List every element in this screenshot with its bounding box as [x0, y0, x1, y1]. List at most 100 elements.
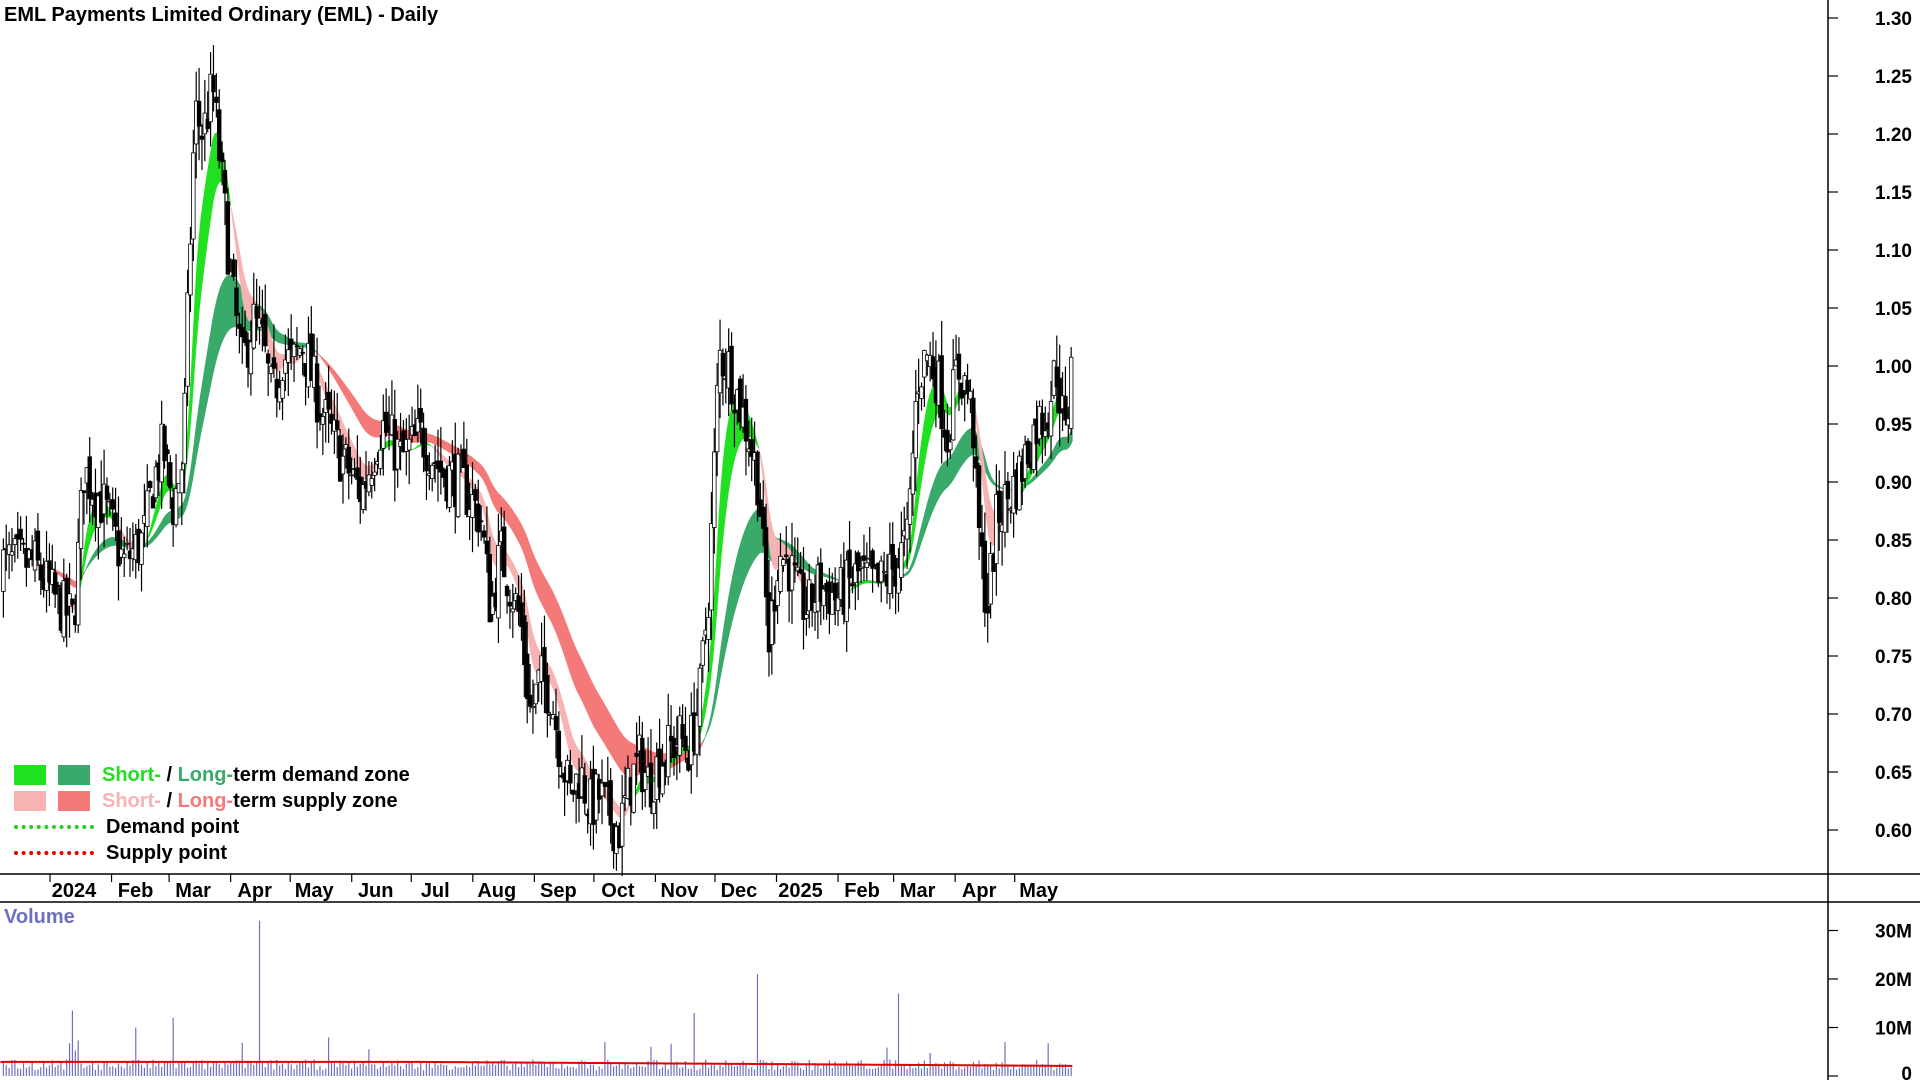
candle-body [217, 109, 222, 161]
price-tick-label: 1.10 [1875, 241, 1912, 262]
candle-body [265, 353, 271, 364]
candle-body [683, 735, 688, 751]
candle-body [781, 559, 786, 566]
candle-body [320, 416, 326, 425]
candle-body [280, 380, 285, 399]
candle-body [919, 386, 924, 399]
candle-body [21, 542, 26, 545]
candle-body [870, 550, 875, 569]
candle-body [775, 580, 780, 606]
candle-body [237, 323, 242, 329]
candle-body [191, 152, 196, 240]
candle-body [913, 400, 918, 459]
candle-body [737, 378, 743, 423]
candle-body [818, 562, 823, 602]
candle-body [907, 488, 913, 525]
legend-demand-suffix: term demand zone [233, 763, 410, 786]
candle-body [188, 243, 193, 296]
time-tick-label: May [295, 880, 335, 902]
candle-body [473, 489, 478, 501]
candle-body [461, 448, 467, 468]
candle-body [504, 585, 510, 597]
long-supply-swatch [58, 791, 90, 811]
candle-body [945, 429, 950, 453]
volume-tick-label: 30M [1875, 922, 1912, 943]
time-tick-label: Feb [118, 880, 154, 902]
candle-body [545, 674, 550, 714]
candle-body [484, 540, 490, 555]
candle-body [994, 494, 999, 564]
candle-body [749, 439, 754, 457]
candle-body [430, 464, 435, 480]
price-tick-label: 0.80 [1875, 589, 1912, 610]
chart-title: EML Payments Limited Ordinary (EML) - Da… [4, 4, 439, 26]
candle-body [173, 488, 179, 526]
candle-body [165, 449, 170, 455]
candle-body [234, 287, 239, 316]
candle-body [150, 496, 156, 509]
candle-body [291, 343, 297, 358]
candle-body [248, 341, 254, 375]
candle-body [263, 313, 268, 347]
candle-body [470, 494, 475, 518]
candle-body [979, 532, 985, 547]
price-tick-label: 1.25 [1875, 67, 1912, 88]
candle-body [355, 467, 360, 480]
candle-body [78, 490, 84, 549]
candle-body [804, 614, 809, 619]
candle-body [381, 420, 386, 449]
long-demand-swatch [58, 765, 90, 785]
candle-body [406, 438, 412, 451]
candle-body [1005, 480, 1011, 500]
candle-body [110, 499, 115, 510]
candle-body [965, 379, 970, 395]
candle-body [199, 135, 205, 140]
candle-body [985, 605, 990, 614]
price-tick-label: 0.70 [1875, 705, 1912, 726]
candle-body [680, 724, 685, 740]
candle-body [104, 485, 110, 500]
candle-body [81, 490, 87, 494]
candle-body [162, 425, 167, 462]
demand-point-line [14, 825, 94, 829]
price-tick-label: 0.65 [1875, 763, 1912, 784]
candle-body [761, 506, 766, 529]
candle-body [582, 775, 587, 804]
candle-body [214, 96, 219, 103]
price-tick-label: 0.85 [1875, 531, 1912, 552]
price-candles [1, 45, 1074, 877]
candle-body [720, 352, 726, 377]
candle-body [1017, 455, 1022, 511]
price-tick-label: 0.95 [1875, 415, 1912, 436]
legend-supply-point-label: Supply point [106, 841, 228, 864]
candle-body [395, 438, 400, 470]
candle-body [608, 780, 613, 826]
short-demand-swatch [14, 765, 46, 785]
candle-body [496, 545, 501, 619]
time-tick-label: Jun [358, 880, 394, 902]
candle-body [254, 306, 259, 319]
candle-body [242, 331, 248, 344]
candle-body [971, 397, 976, 449]
candle-body [372, 471, 377, 476]
time-tick-label: 2024 [52, 880, 97, 902]
candle-body [763, 527, 769, 598]
candle-body [732, 409, 737, 414]
long-term-zone-segment [702, 736, 706, 743]
supply-point-line [14, 851, 94, 855]
candle-body [314, 363, 320, 423]
candle-body [950, 369, 956, 441]
candle-body [792, 562, 798, 566]
candle-body [55, 585, 61, 587]
candle-body [225, 201, 231, 275]
candle-body [139, 532, 144, 565]
short-term-zone-segment [756, 440, 760, 449]
candle-body [648, 762, 654, 808]
candle-body [844, 559, 849, 622]
candle-body [853, 563, 858, 584]
candle-body [714, 384, 720, 453]
legend-long-prefix-supply: Long- [177, 789, 234, 812]
candle-body [501, 526, 507, 578]
candle-body [956, 353, 962, 380]
